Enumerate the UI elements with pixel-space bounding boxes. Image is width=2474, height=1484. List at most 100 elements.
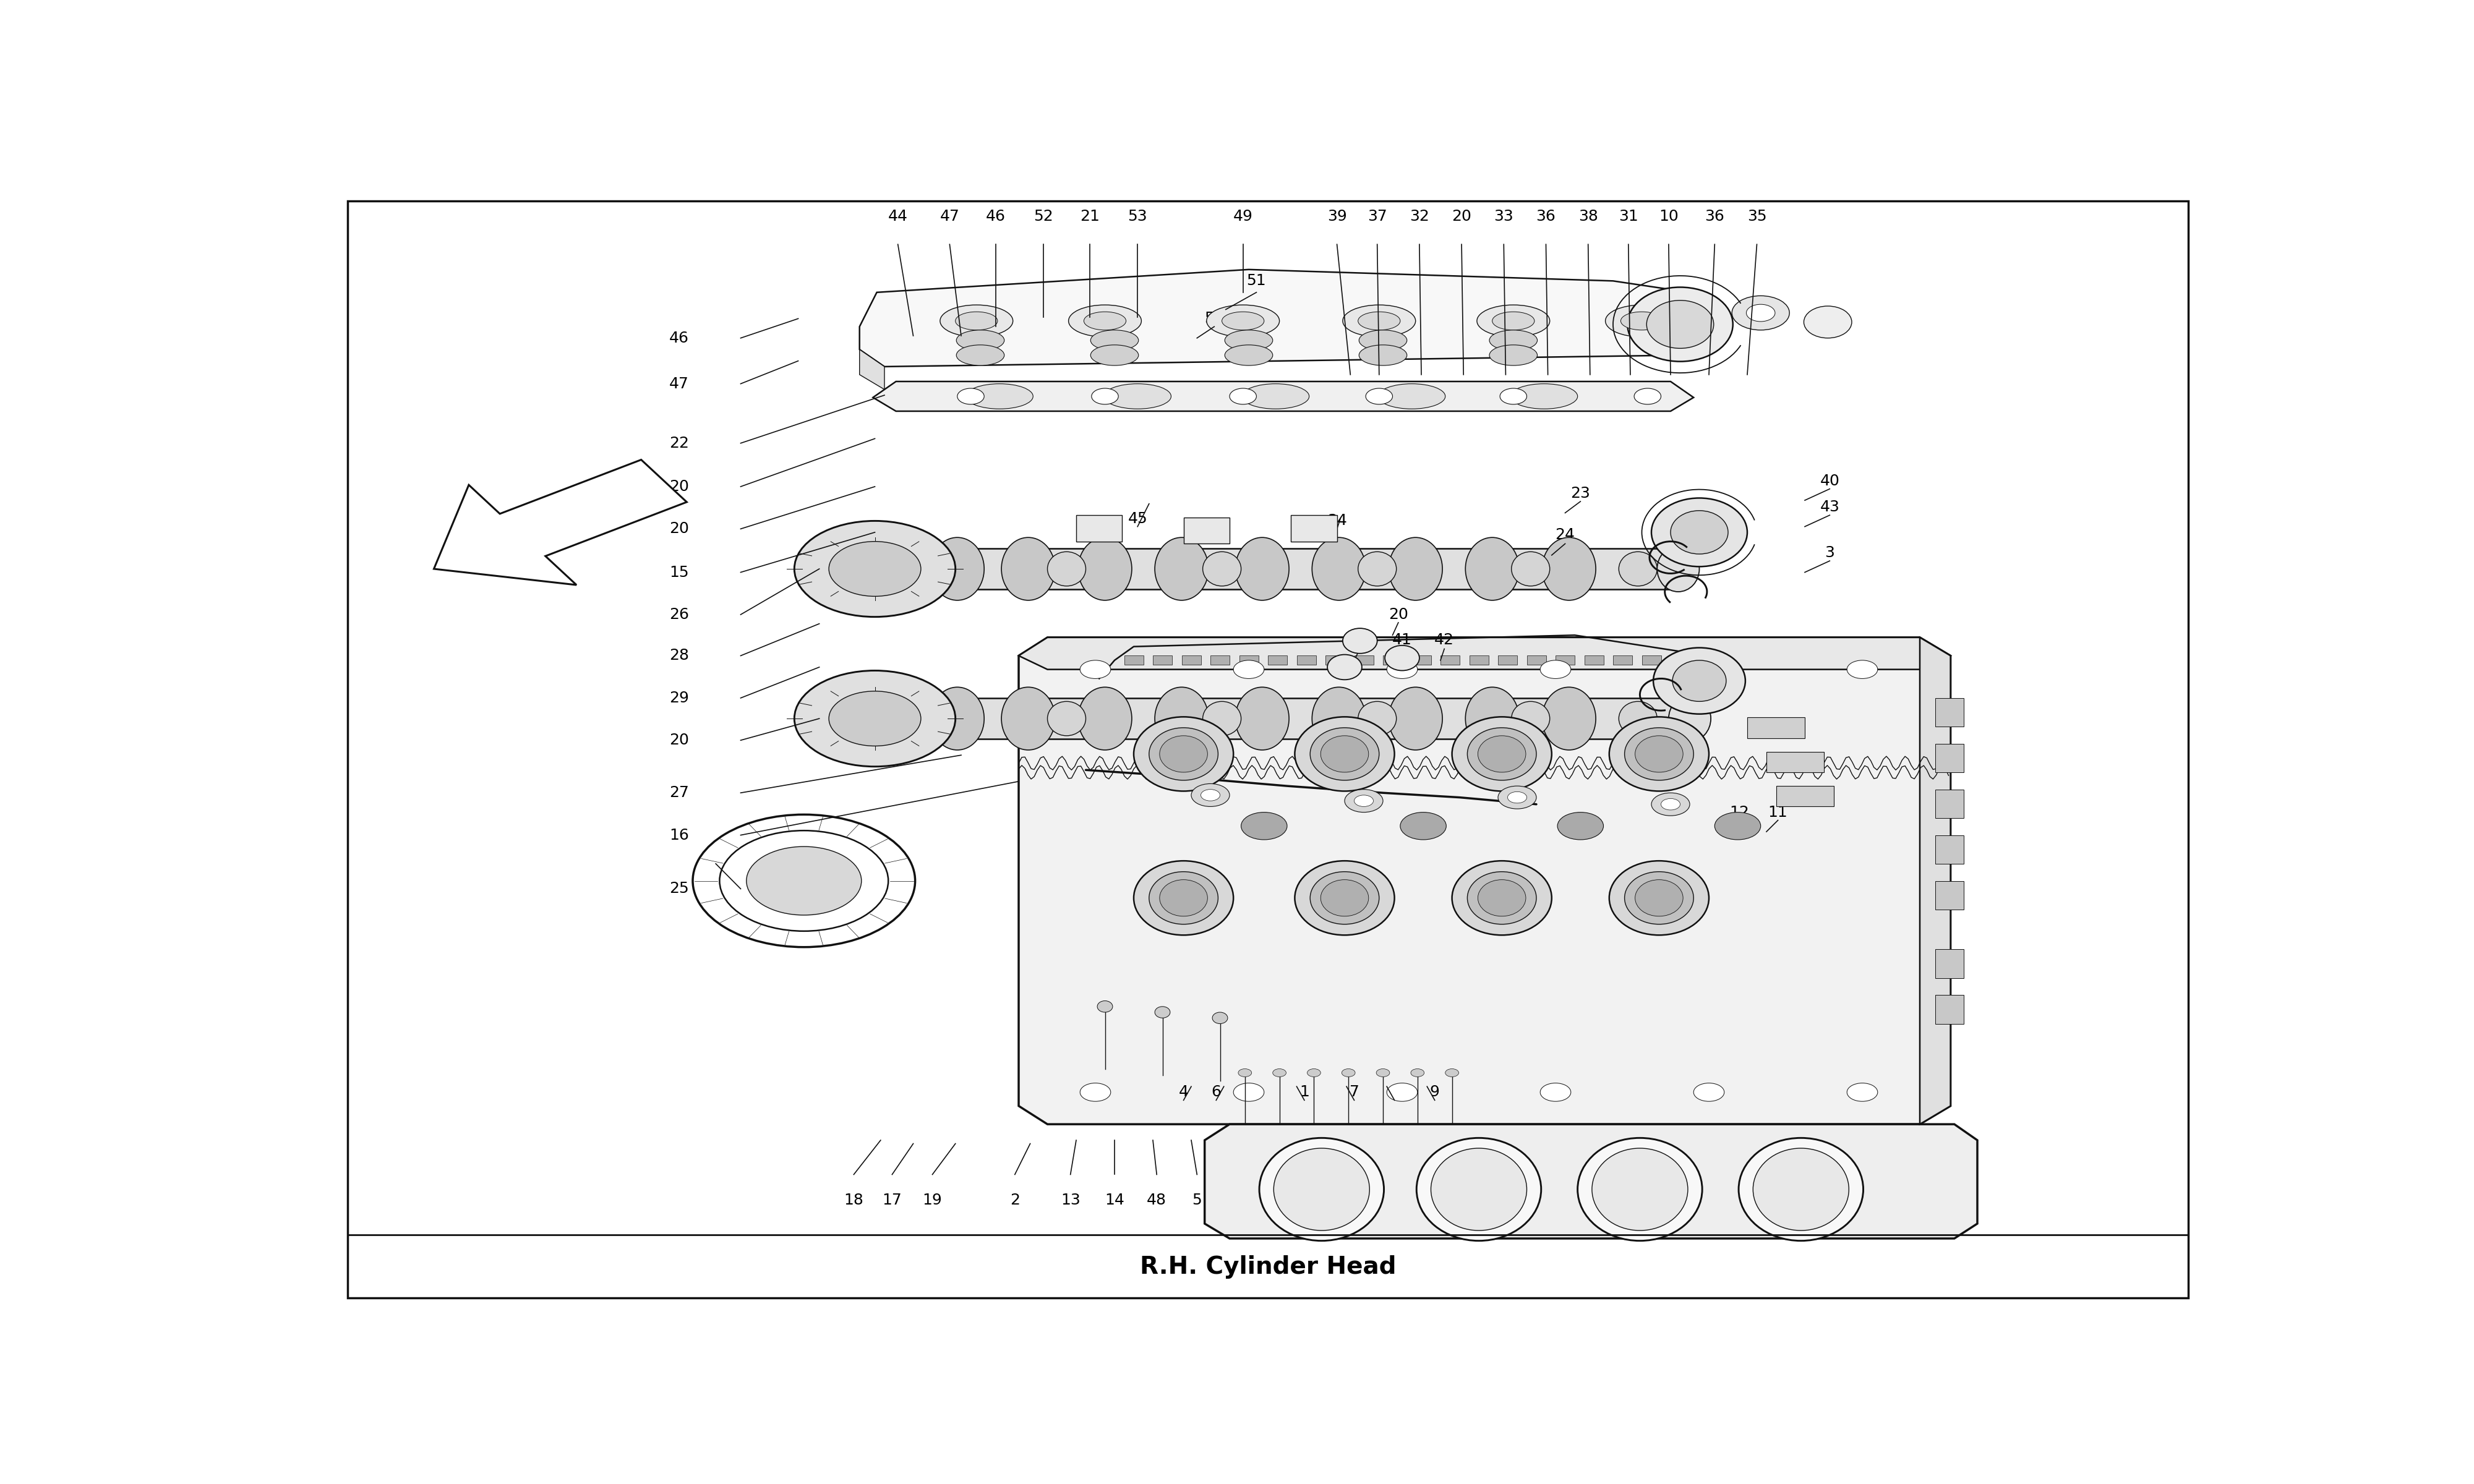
Polygon shape <box>1019 638 1950 1125</box>
Ellipse shape <box>1311 727 1378 781</box>
Polygon shape <box>1291 515 1336 542</box>
Circle shape <box>1081 1083 1111 1101</box>
Circle shape <box>794 521 955 617</box>
Polygon shape <box>1205 1125 1977 1239</box>
Ellipse shape <box>1235 537 1289 601</box>
Ellipse shape <box>1321 880 1368 916</box>
Circle shape <box>1346 789 1383 812</box>
Text: 9: 9 <box>1430 1085 1440 1100</box>
Bar <box>1935 996 1964 1024</box>
Text: 36: 36 <box>1536 209 1556 224</box>
Circle shape <box>1499 787 1536 809</box>
Bar <box>1413 656 1430 665</box>
Bar <box>1935 697 1964 727</box>
Ellipse shape <box>940 304 1012 337</box>
Ellipse shape <box>1625 727 1695 781</box>
Circle shape <box>1695 660 1724 678</box>
Text: 28: 28 <box>668 649 688 663</box>
Ellipse shape <box>955 312 997 329</box>
Bar <box>1296 656 1316 665</box>
Ellipse shape <box>1155 687 1207 749</box>
Text: 22: 22 <box>668 436 688 451</box>
Ellipse shape <box>1541 687 1596 749</box>
Text: 18: 18 <box>844 1193 863 1208</box>
Ellipse shape <box>1294 717 1395 791</box>
Ellipse shape <box>1591 1149 1687 1230</box>
Text: 10: 10 <box>1660 209 1677 224</box>
Circle shape <box>1353 795 1373 807</box>
Polygon shape <box>1076 515 1123 542</box>
Bar <box>1643 656 1660 665</box>
Circle shape <box>1200 789 1220 801</box>
Ellipse shape <box>1242 384 1309 410</box>
Text: 51: 51 <box>1247 273 1267 288</box>
Circle shape <box>1235 660 1264 678</box>
Circle shape <box>1230 389 1257 404</box>
Ellipse shape <box>930 687 985 749</box>
Ellipse shape <box>1606 304 1677 337</box>
Ellipse shape <box>1804 306 1851 338</box>
Ellipse shape <box>1207 304 1279 337</box>
Bar <box>1470 656 1489 665</box>
Text: R.H. Cylinder Head: R.H. Cylinder Head <box>1141 1255 1395 1279</box>
Ellipse shape <box>1047 552 1086 586</box>
Ellipse shape <box>1148 871 1217 925</box>
Text: 16: 16 <box>668 828 688 843</box>
Bar <box>876 697 1690 739</box>
Ellipse shape <box>1618 552 1658 586</box>
Ellipse shape <box>1259 1138 1383 1241</box>
Ellipse shape <box>1155 1006 1170 1018</box>
Bar <box>1747 717 1806 738</box>
Circle shape <box>1235 1083 1264 1101</box>
Circle shape <box>1714 812 1761 840</box>
Ellipse shape <box>1452 861 1551 935</box>
Text: 35: 35 <box>1747 209 1766 224</box>
Circle shape <box>1192 784 1230 807</box>
Ellipse shape <box>1625 871 1695 925</box>
Text: 14: 14 <box>1106 1193 1123 1208</box>
Bar <box>1583 656 1603 665</box>
Circle shape <box>1541 660 1571 678</box>
Ellipse shape <box>1628 288 1732 362</box>
Ellipse shape <box>1732 295 1789 329</box>
Bar <box>1210 656 1230 665</box>
Circle shape <box>1081 660 1111 678</box>
Ellipse shape <box>1358 329 1408 350</box>
Ellipse shape <box>1358 312 1400 329</box>
Circle shape <box>794 671 955 767</box>
Text: 27: 27 <box>668 785 688 800</box>
Ellipse shape <box>1133 861 1235 935</box>
Circle shape <box>1635 389 1660 404</box>
Ellipse shape <box>1477 880 1526 916</box>
Text: 42: 42 <box>1435 632 1455 647</box>
Ellipse shape <box>1739 1138 1863 1241</box>
Ellipse shape <box>1079 687 1131 749</box>
Text: 4: 4 <box>1178 1085 1188 1100</box>
Text: 32: 32 <box>1410 209 1430 224</box>
Ellipse shape <box>1306 1068 1321 1077</box>
Text: 37: 37 <box>1368 209 1388 224</box>
Circle shape <box>1653 792 1690 816</box>
Ellipse shape <box>1091 344 1138 365</box>
Ellipse shape <box>1222 312 1264 329</box>
Circle shape <box>1091 389 1118 404</box>
Text: 26: 26 <box>668 607 688 622</box>
Ellipse shape <box>957 329 1004 350</box>
Text: 53: 53 <box>1128 209 1148 224</box>
Ellipse shape <box>901 552 938 586</box>
Ellipse shape <box>1445 1068 1460 1077</box>
Ellipse shape <box>1452 717 1551 791</box>
Ellipse shape <box>1541 537 1596 601</box>
Text: 1: 1 <box>1299 1085 1309 1100</box>
Bar <box>1183 656 1200 665</box>
Bar <box>1935 835 1964 864</box>
Text: 7: 7 <box>1348 1085 1358 1100</box>
Text: 49: 49 <box>1232 209 1252 224</box>
Text: 20: 20 <box>668 733 688 748</box>
Ellipse shape <box>1754 1149 1848 1230</box>
Circle shape <box>957 389 985 404</box>
Text: 15: 15 <box>670 565 688 580</box>
Ellipse shape <box>1467 871 1536 925</box>
Text: 6: 6 <box>1212 1085 1222 1100</box>
Ellipse shape <box>1002 537 1054 601</box>
